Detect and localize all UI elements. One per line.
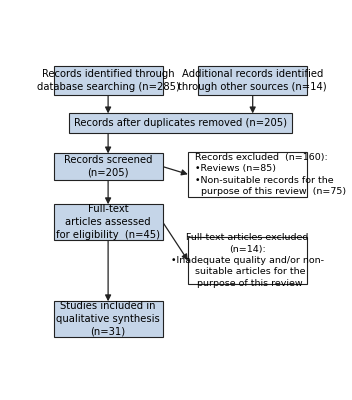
Text: Records screened
(n=205): Records screened (n=205) xyxy=(64,155,152,178)
FancyBboxPatch shape xyxy=(54,301,163,337)
FancyBboxPatch shape xyxy=(54,154,163,180)
FancyBboxPatch shape xyxy=(188,237,307,284)
Text: Full-text articles excluded
(n=14):
•Inadequate quality and/or non-
  suitable a: Full-text articles excluded (n=14): •Ina… xyxy=(171,233,324,288)
Text: Full-text
articles assessed
for eligibility  (n=45): Full-text articles assessed for eligibil… xyxy=(56,204,160,240)
Text: Records excluded  (n=160):
•Reviews (n=85)
•Non-suitable records for the
  purpo: Records excluded (n=160): •Reviews (n=85… xyxy=(195,153,346,196)
Text: Studies included in
qualitative synthesis
(n=31): Studies included in qualitative synthesi… xyxy=(56,301,160,337)
Text: Additional records identified
through other sources (n=14): Additional records identified through ot… xyxy=(178,69,327,92)
FancyBboxPatch shape xyxy=(69,114,292,134)
FancyBboxPatch shape xyxy=(54,204,163,240)
Text: Records identified through
database searching (n=285): Records identified through database sear… xyxy=(37,69,180,92)
FancyBboxPatch shape xyxy=(198,66,307,95)
FancyBboxPatch shape xyxy=(188,152,307,197)
FancyBboxPatch shape xyxy=(54,66,163,95)
Text: Records after duplicates removed (n=205): Records after duplicates removed (n=205) xyxy=(74,118,287,128)
